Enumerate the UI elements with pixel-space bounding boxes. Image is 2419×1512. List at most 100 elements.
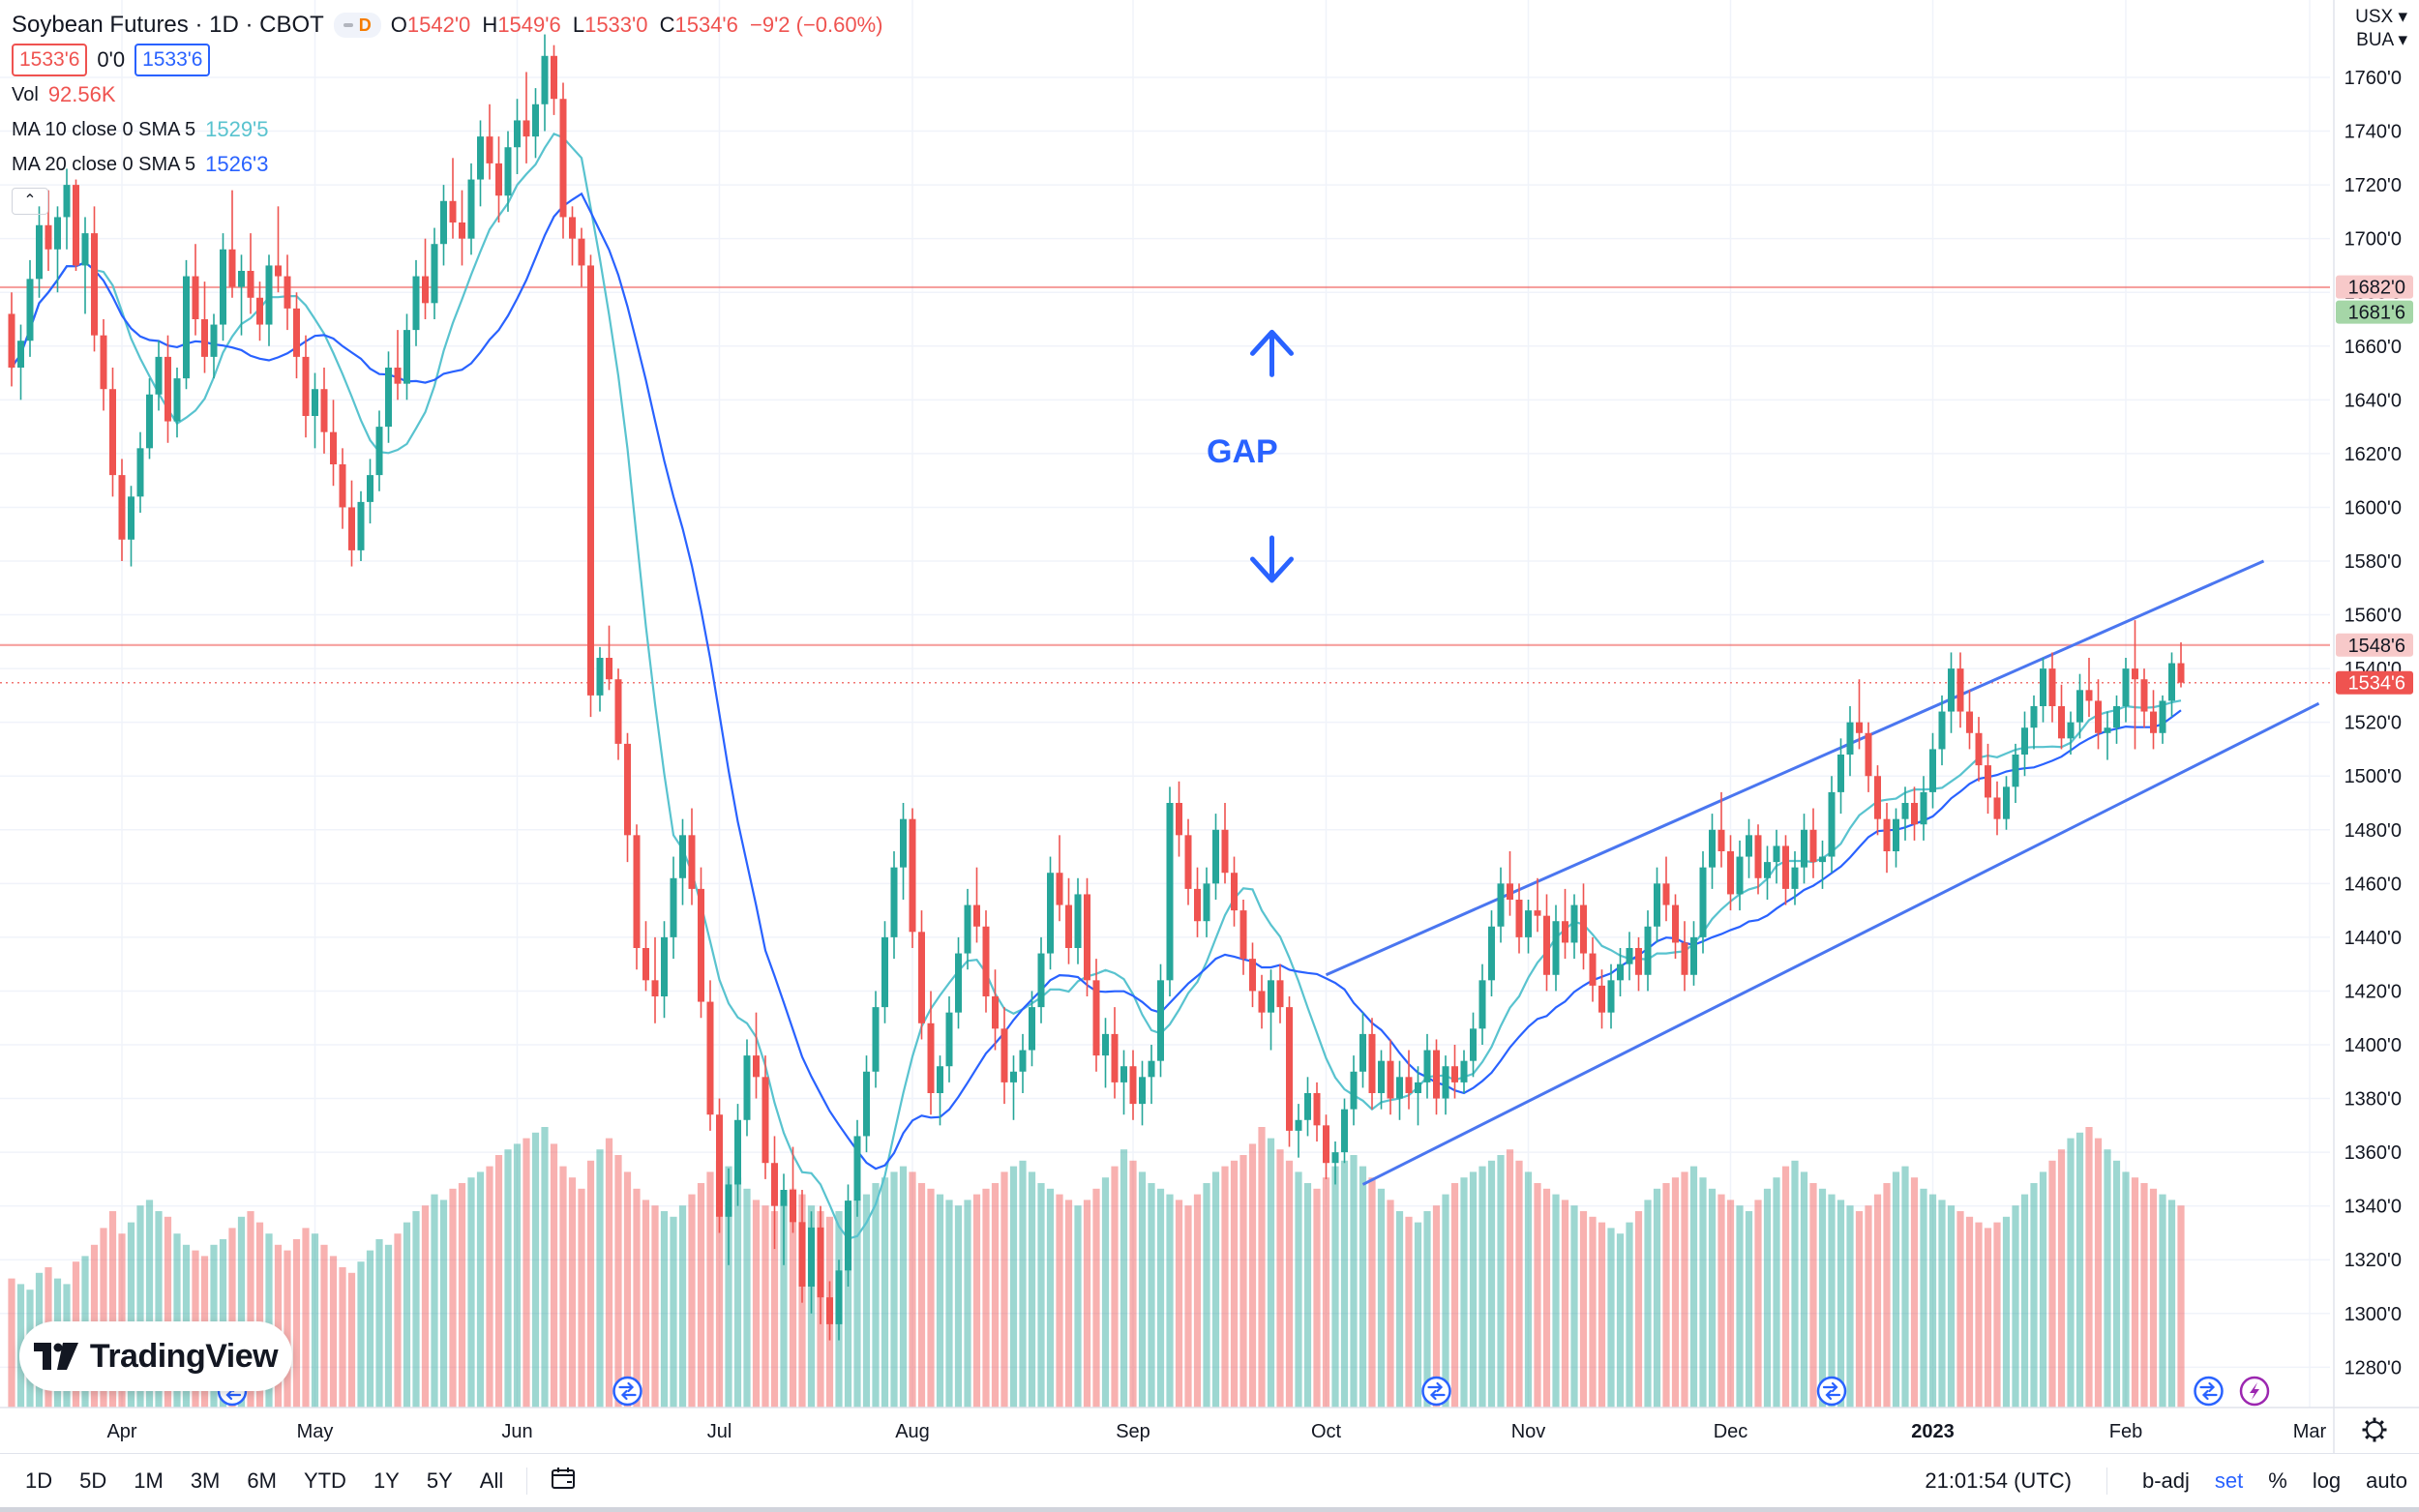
candle[interactable] — [1920, 776, 1927, 841]
candle[interactable] — [863, 1055, 870, 1153]
candle[interactable] — [256, 282, 263, 341]
candle[interactable] — [1139, 1060, 1146, 1126]
candle[interactable] — [661, 921, 668, 1019]
percent-scale-toggle[interactable]: % — [2268, 1468, 2287, 1493]
candle[interactable] — [771, 1136, 778, 1250]
candle[interactable] — [1929, 732, 1936, 809]
candle[interactable] — [706, 980, 714, 1131]
candle[interactable] — [1801, 814, 1807, 884]
candle[interactable] — [1534, 877, 1541, 933]
candle[interactable] — [1911, 786, 1918, 841]
candle[interactable] — [54, 206, 61, 293]
candle[interactable] — [1562, 888, 1568, 960]
candle[interactable] — [1378, 1050, 1385, 1110]
candle[interactable] — [1828, 776, 1836, 874]
candle[interactable] — [210, 313, 218, 379]
candle[interactable] — [1617, 948, 1624, 996]
candle[interactable] — [320, 368, 328, 454]
candle[interactable] — [1644, 910, 1652, 992]
candle[interactable] — [1598, 969, 1605, 1029]
candle[interactable] — [578, 227, 585, 287]
candle[interactable] — [228, 190, 236, 298]
unit-label[interactable]: BUA ▾ — [2356, 30, 2407, 50]
candle[interactable] — [716, 1098, 723, 1233]
candle[interactable] — [945, 996, 953, 1082]
candle[interactable] — [1975, 717, 1983, 782]
candle[interactable] — [1396, 1060, 1403, 1120]
candle[interactable] — [1313, 1082, 1321, 1141]
candle[interactable] — [1883, 803, 1891, 874]
candle[interactable] — [1387, 1039, 1394, 1115]
candle[interactable] — [2168, 652, 2175, 718]
candle[interactable] — [422, 238, 429, 319]
ma10-indicator-label[interactable]: MA 10 close 0 SMA 5 — [12, 119, 196, 140]
candle[interactable] — [1341, 1098, 1348, 1164]
candle[interactable] — [1102, 1018, 1109, 1088]
candle[interactable] — [1865, 722, 1872, 792]
candle[interactable] — [1129, 1050, 1137, 1120]
candle[interactable] — [1368, 1018, 1376, 1110]
candle[interactable] — [890, 851, 898, 960]
candle[interactable] — [881, 921, 888, 1023]
candle[interactable] — [1120, 1050, 1127, 1115]
candle[interactable] — [918, 910, 925, 1040]
candle[interactable] — [495, 136, 502, 222]
candle[interactable] — [688, 808, 696, 905]
candle[interactable] — [201, 282, 208, 373]
candle[interactable] — [734, 1104, 741, 1206]
volume-indicator-label[interactable]: Vol — [12, 84, 39, 105]
candle[interactable] — [2003, 776, 2010, 830]
candle[interactable] — [1433, 1039, 1440, 1115]
candle[interactable] — [872, 991, 880, 1088]
candle[interactable] — [1746, 818, 1752, 878]
candle[interactable] — [91, 206, 98, 352]
candle[interactable] — [1782, 835, 1789, 905]
symbol-title[interactable]: Soybean Futures · 1D · CBOT — [12, 12, 324, 38]
range-button-1y[interactable]: 1Y — [373, 1468, 400, 1493]
candle[interactable] — [357, 490, 365, 561]
candle[interactable] — [109, 368, 116, 497]
candle[interactable] — [1626, 932, 1633, 981]
candle[interactable] — [927, 991, 935, 1115]
candle[interactable] — [1837, 738, 1844, 815]
candle[interactable] — [1856, 679, 1863, 750]
price-axis[interactable]: 1280'0 1300'0 1320'0 1340'0 1360'0 1380'0 1400… — [2333, 0, 2402, 1453]
candle[interactable] — [551, 44, 557, 115]
candle[interactable] — [743, 1039, 751, 1137]
candle[interactable] — [826, 1281, 833, 1341]
candle[interactable] — [1874, 765, 1881, 836]
candle[interactable] — [670, 856, 677, 960]
candle[interactable] — [2067, 711, 2075, 755]
market-status-badge[interactable]: D — [333, 13, 381, 38]
candle[interactable] — [1037, 936, 1045, 1023]
candle[interactable] — [467, 163, 475, 255]
candle[interactable] — [2150, 690, 2157, 750]
candle[interactable] — [1690, 921, 1697, 986]
auto-scale-toggle[interactable]: auto — [2366, 1468, 2407, 1493]
candle[interactable] — [2021, 711, 2028, 777]
candle[interactable] — [1268, 969, 1274, 1051]
candle[interactable] — [1000, 1007, 1008, 1105]
candle[interactable] — [1791, 851, 1799, 905]
range-button-1d[interactable]: 1D — [25, 1468, 53, 1493]
tradingview-logo[interactable]: TradingView — [19, 1321, 292, 1391]
candle[interactable] — [1231, 856, 1238, 927]
candle[interactable] — [1176, 781, 1182, 857]
candle[interactable] — [1515, 883, 1523, 954]
candle[interactable] — [128, 486, 134, 567]
candle[interactable] — [587, 254, 594, 718]
candle[interactable] — [1985, 743, 1991, 815]
currency-label[interactable]: USX ▾ — [2355, 7, 2407, 27]
contract-roll-icon[interactable] — [612, 1376, 642, 1407]
candle[interactable] — [1460, 1050, 1468, 1093]
log-scale-toggle[interactable]: log — [2312, 1468, 2342, 1493]
candle[interactable] — [698, 867, 704, 1019]
candle[interactable] — [1221, 803, 1229, 884]
candle[interactable] — [762, 1055, 769, 1179]
candle[interactable] — [477, 120, 484, 207]
candle[interactable] — [1470, 1012, 1477, 1078]
candle[interactable] — [1286, 996, 1293, 1147]
candle[interactable] — [992, 969, 999, 1051]
candle[interactable] — [614, 668, 622, 760]
candle[interactable] — [541, 34, 549, 132]
